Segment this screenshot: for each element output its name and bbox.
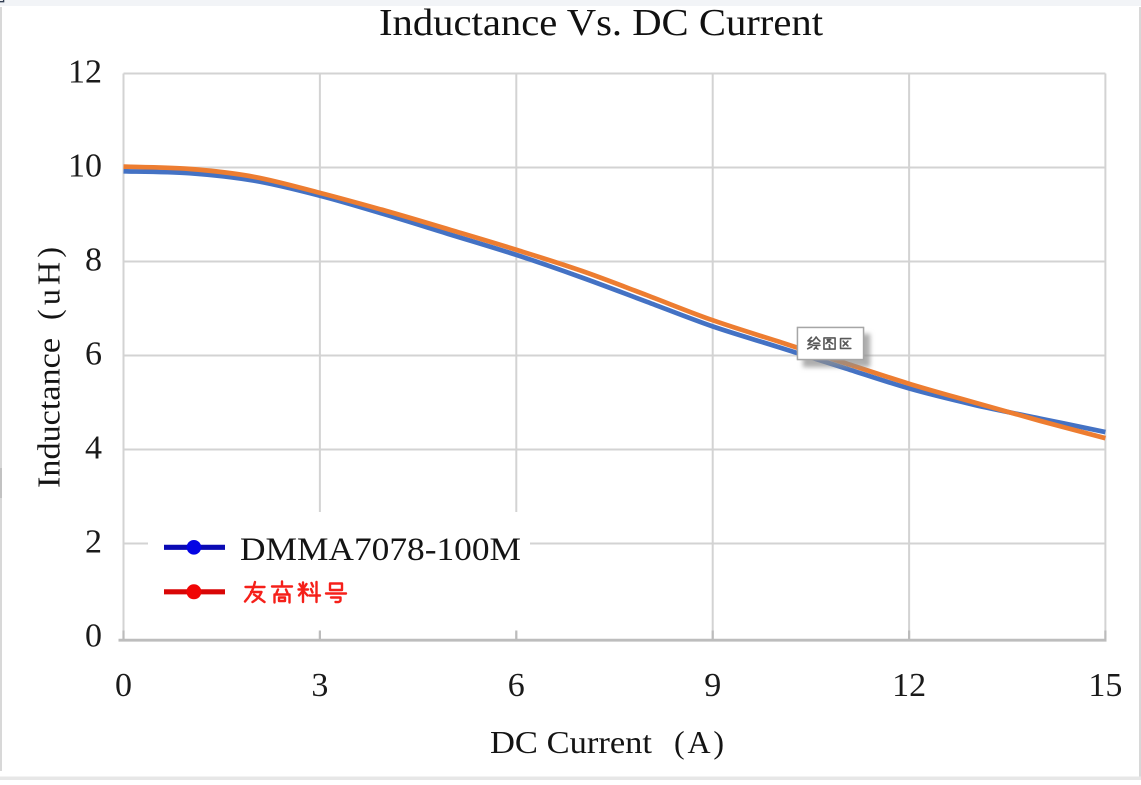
svg-text:2: 2	[85, 524, 102, 561]
svg-text:4: 4	[85, 430, 102, 467]
svg-text:12: 12	[892, 667, 926, 704]
svg-text:DC Current: DC Current	[490, 724, 652, 760]
svg-text:9: 9	[704, 667, 721, 704]
svg-text:DMMA7078-100M: DMMA7078-100M	[240, 532, 521, 568]
svg-text:Inductance: Inductance	[31, 338, 67, 488]
svg-text:(A): (A)	[674, 724, 724, 760]
svg-text:8: 8	[85, 242, 102, 279]
svg-text:12: 12	[68, 54, 102, 91]
svg-text:0: 0	[115, 667, 132, 704]
svg-text:3: 3	[311, 667, 328, 704]
svg-text:10: 10	[68, 148, 102, 185]
svg-text:0: 0	[85, 618, 102, 655]
svg-text:Inductance Vs. DC Current: Inductance Vs. DC Current	[379, 2, 823, 44]
svg-text:15: 15	[1088, 667, 1122, 704]
svg-text:6: 6	[85, 336, 102, 373]
svg-text:6: 6	[508, 667, 525, 704]
